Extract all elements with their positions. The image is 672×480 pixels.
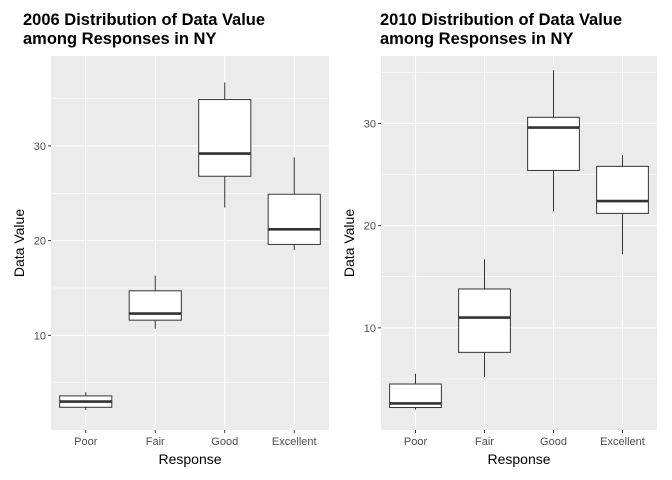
- box-fair: [458, 259, 511, 377]
- chart-title: 2010 Distribution of Data Value among Re…: [380, 11, 622, 49]
- box-good: [198, 82, 252, 208]
- y-tick-label: 10: [364, 323, 376, 335]
- x-tick-label: Good: [211, 436, 238, 448]
- boxplot-svg: 10 20 30 Poor Fair Good Excellent Response Data …: [11, 56, 329, 467]
- box-poor: [59, 392, 113, 411]
- chart-title-line-1: 2006 Distribution of Data Value: [23, 11, 266, 29]
- box-iqr: [527, 116, 580, 171]
- box-iqr: [458, 288, 511, 353]
- x-tick-label: Fair: [146, 436, 165, 448]
- x-tick-label: Fair: [475, 436, 494, 448]
- box-iqr: [389, 383, 442, 409]
- box-poor: [389, 373, 442, 410]
- box-iqr: [267, 193, 321, 245]
- box-good: [527, 70, 580, 212]
- box-fair: [128, 275, 182, 329]
- plot-panel: [381, 56, 657, 430]
- y-tick-label: 10: [34, 330, 46, 342]
- chart-title-line-2: among Responses in NY: [380, 30, 574, 48]
- chart-title-line-2: among Responses in NY: [23, 30, 217, 48]
- box-iqr: [596, 165, 649, 214]
- x-tick-label: Excellent: [272, 436, 317, 448]
- boxplot-svg: 10 20 30 Poor Fair Good Excellent Response Data …: [341, 56, 657, 467]
- x-tick-label: Poor: [74, 436, 98, 448]
- y-tick-label: 30: [34, 141, 46, 153]
- box-excellent: [267, 157, 321, 251]
- chart-title-line-1: 2010 Distribution of Data Value: [380, 11, 623, 29]
- x-tick-label: Excellent: [600, 436, 645, 448]
- box-iqr: [128, 290, 182, 321]
- box-iqr: [198, 99, 252, 177]
- y-tick-label: 30: [364, 118, 376, 130]
- y-tick-label: 20: [34, 236, 46, 248]
- x-axis-title: Response: [158, 451, 221, 467]
- y-tick-label: 20: [364, 221, 376, 233]
- x-axis-title: Response: [487, 451, 550, 467]
- chart-title: 2006 Distribution of Data Value among Re…: [23, 11, 265, 49]
- box-excellent: [596, 155, 649, 255]
- y-axis-title: Data Value: [341, 209, 357, 277]
- chart-2006: 2006 Distribution of Data Value among Re…: [11, 11, 329, 467]
- chart-2010: 2010 Distribution of Data Value among Re…: [336, 0, 672, 480]
- x-tick-label: Poor: [404, 436, 428, 448]
- x-tick-label: Good: [540, 436, 567, 448]
- y-axis-title: Data Value: [11, 209, 27, 277]
